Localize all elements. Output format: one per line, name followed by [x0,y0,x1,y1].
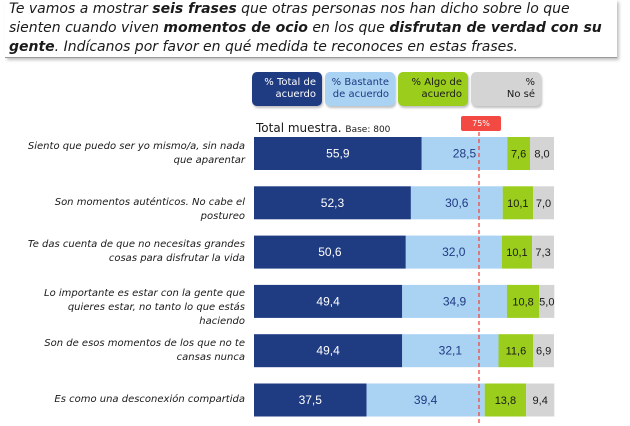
bar-bastante-acuerdo [421,137,508,170]
bar-bastante-acuerdo [402,284,507,318]
bar-value-label: 37,5 [299,393,323,407]
bar-value-label: 10,8 [512,296,533,308]
bar-value-label: 9,4 [533,395,548,407]
legend-bastante-acuerdo: % Bastante de acuerdo [325,72,395,106]
bar-bastante-acuerdo [405,235,502,269]
bar-algo-acuerdo [507,137,530,170]
bar-value-label: 30,6 [445,196,469,210]
bar-no-se [533,186,554,220]
intro-bold-phrase: disfrutan de verdad con su gente [9,20,602,55]
chart-base: Base: 800 [345,125,391,135]
row-label: Siento que puedo ser yo mismo/a, sin nad… [27,140,245,166]
bar-no-se [530,137,554,170]
bar-algo-acuerdo [484,383,527,417]
bar-value-label: 5,0 [539,296,554,308]
bar-value-label: 28,5 [453,147,477,161]
reference-badge: 75% [461,116,501,131]
bar-no-se [526,383,555,417]
bar-value-label: 39,4 [414,393,438,407]
bar-total-acuerdo [254,383,367,417]
bar-no-se [539,284,555,318]
bar-value-label: 32,1 [439,344,463,358]
intro-bold-phrase: seis frases [152,1,237,17]
bar-algo-acuerdo [501,235,533,269]
bar-value-label: 32,0 [442,245,466,259]
row-label: Lo importante es estar con la gente que … [44,288,245,328]
legend-algo-acuerdo: % Algo de acuerdo [398,72,468,106]
bar-algo-acuerdo [506,284,540,318]
bar-value-label: 8,0 [534,149,549,161]
bar-value-label: 7,3 [535,247,550,259]
bar-total-acuerdo [254,334,403,368]
bar-value-label: 10,1 [506,247,527,259]
bar-total-acuerdo [254,235,406,269]
row-label: Es como una desconexión compartida [54,394,245,405]
bar-value-label: 49,4 [316,294,340,308]
row-label: Son de esos momentos de los que no te ca… [44,337,245,363]
legend-total-acuerdo: % Total de acuerdo [252,72,322,106]
row-label: Te das cuenta de que no necesitas grande… [27,239,245,265]
bar-total-acuerdo [254,284,403,318]
bar-value-label: 10,1 [507,198,528,210]
bar-value-label: 50,6 [318,245,342,259]
intro-text: Te vamos a mostrar seis frases que otras… [5,0,617,58]
bar-algo-acuerdo [502,186,533,220]
bar-total-acuerdo [254,186,411,220]
bar-value-label: 7,6 [511,149,526,161]
legend-no-se: % No sé [471,72,541,106]
bar-value-label: 34,9 [443,294,467,308]
bar-bastante-acuerdo [410,186,503,220]
bar-no-se [532,235,554,269]
bar-value-label: 11,6 [506,346,527,358]
bar-value-label: 6,9 [536,346,551,358]
bar-value-label: 52,3 [321,196,345,210]
bar-value-label: 13,8 [495,395,516,407]
bar-value-label: 49,4 [316,344,340,358]
bar-value-label: 55,9 [326,147,350,161]
chart-title: Total muestra. Base: 800 [256,121,391,135]
row-label: Son momentos auténticos. No cabe el post… [54,196,245,222]
bar-algo-acuerdo [498,334,534,368]
bar-total-acuerdo [254,137,422,170]
intro-bold-phrase: momentos de ocio [163,20,308,36]
bar-no-se [533,334,554,368]
bar-bastante-acuerdo [402,334,499,368]
bar-bastante-acuerdo [366,383,485,417]
bar-value-label: 7,0 [536,198,551,210]
